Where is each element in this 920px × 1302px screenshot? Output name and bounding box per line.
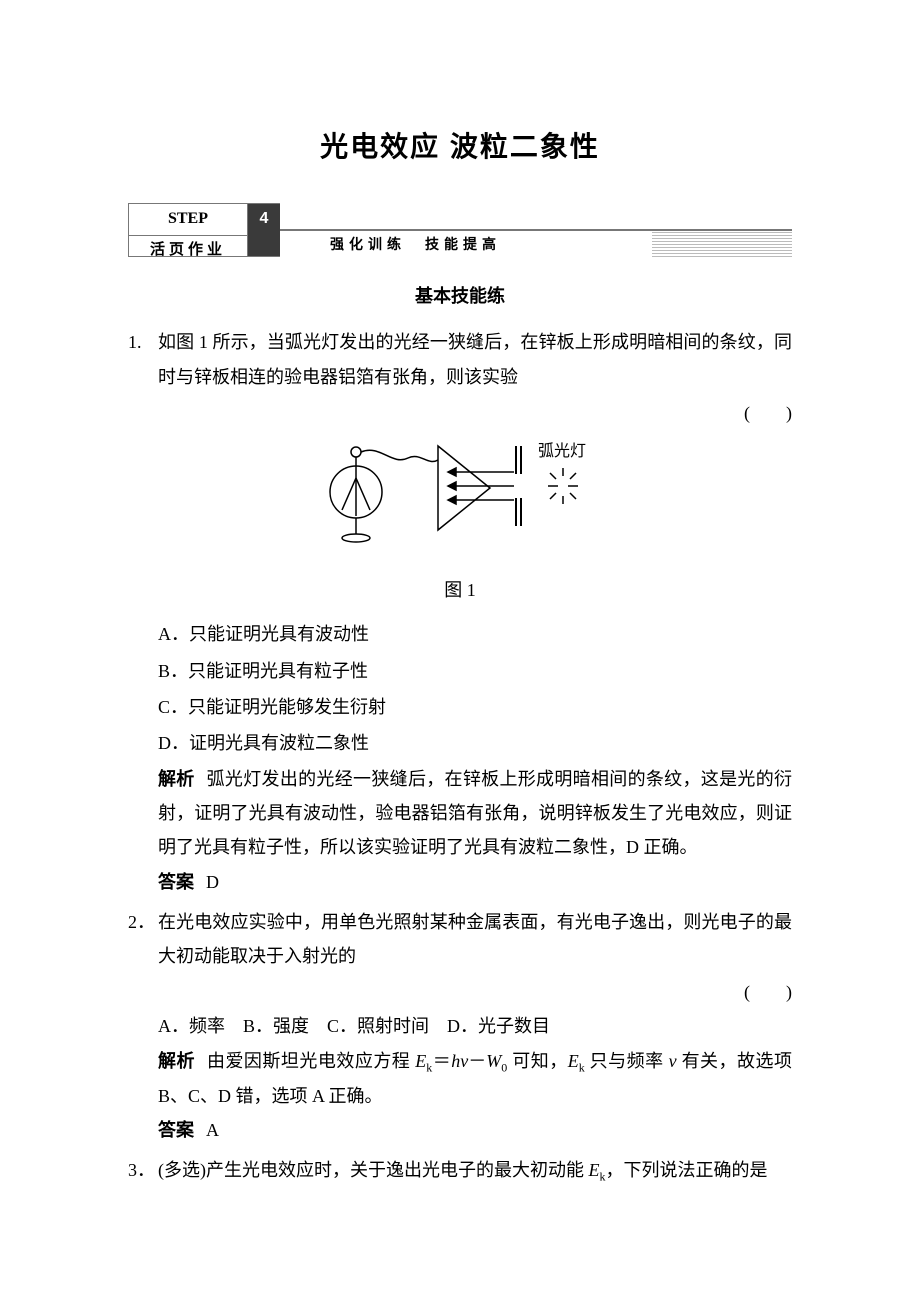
q1-paren: ( ) (128, 396, 792, 430)
banner-right (652, 203, 792, 257)
q1-explanation-text: 弧光灯发出的光经一狭缝后，在锌板上形成明暗相间的条纹，这是光的衍射，证明了光具有… (158, 769, 792, 857)
q2-answer-value: A (206, 1120, 219, 1140)
banner-right-top (652, 203, 792, 231)
eq-ek3: Ek (589, 1160, 606, 1180)
eq-ek2: Ek (568, 1051, 585, 1071)
q2-answer: 答案 A (158, 1113, 792, 1147)
step-banner: STEP 活页作业 4 强化训练 技能提高 (128, 203, 792, 257)
q2-options: A．频率 B．强度 C．照射时间 D．光子数目 (158, 1009, 792, 1043)
q1-figure: 弧光灯 (128, 438, 792, 569)
answer-label: 答案 (158, 872, 194, 892)
q1-stem: 如图 1 所示，当弧光灯发出的光经一狭缝后，在锌板上形成明暗相间的条纹，同时与锌… (158, 325, 792, 393)
q2-stem: 在光电效应实验中，用单色光照射某种金属表面，有光电子逸出，则光电子的最大初动能取… (158, 905, 792, 973)
q1-figure-caption: 图 1 (128, 573, 792, 607)
answer-label: 答案 (158, 1120, 194, 1140)
banner-num-fill (248, 235, 280, 257)
page-title: 光电效应 波粒二象性 (128, 120, 792, 173)
q1-opt-a: A．只能证明光具有波动性 (158, 617, 792, 651)
banner-left: STEP 活页作业 (128, 203, 248, 257)
q2-paren: ( ) (128, 975, 792, 1009)
q1-explanation: 解析弧光灯发出的光经一狭缝后，在锌板上形成明暗相间的条纹，这是光的衍射，证明了光… (158, 762, 792, 865)
q1-answer-value: D (206, 872, 219, 892)
q1-figure-svg: 弧光灯 (320, 438, 600, 558)
banner-right-pattern (652, 231, 792, 257)
arc-lamp-label: 弧光灯 (538, 442, 586, 460)
banner-step-sub: 活页作业 (129, 236, 247, 265)
q1-options: A．只能证明光具有波动性 B．只能证明光具有粒子性 C．只能证明光能够发生衍射 … (158, 617, 792, 760)
banner-step-label: STEP (129, 204, 247, 235)
eq-ek: Ek (415, 1051, 432, 1071)
q2-expl-pre: 由爱因斯坦光电效应方程 (207, 1051, 415, 1071)
section-heading: 基本技能练 (128, 279, 792, 313)
banner-mid-top (280, 203, 652, 230)
q3-stem-pre: (多选)产生光电效应时，关于逸出光电子的最大初动能 (158, 1160, 589, 1180)
q2-expl-mid: 可知， (507, 1051, 567, 1071)
q1-opt-c: C．只能证明光能够发生衍射 (158, 690, 792, 724)
q1-opt-d: D．证明光具有波粒二象性 (158, 726, 792, 760)
explanation-label: 解析 (158, 1051, 195, 1071)
question-2: 2． 在光电效应实验中，用单色光照射某种金属表面，有光电子逸出，则光电子的最大初… (128, 905, 792, 1148)
eq-minus: － (468, 1051, 486, 1071)
q1-opt-b: B．只能证明光具有粒子性 (158, 654, 792, 688)
eq-hnu: hν (451, 1051, 468, 1071)
question-1: 1. 如图 1 所示，当弧光灯发出的光经一狭缝后，在锌板上形成明暗相间的条纹，同… (128, 325, 792, 898)
question-3: 3． (多选)产生光电效应时，关于逸出光电子的最大初动能 Ek，下列说法正确的是 (128, 1153, 792, 1188)
q1-number: 1. (128, 325, 158, 393)
q2-expl-mid2: 只与频率 (585, 1051, 669, 1071)
q2-number: 2． (128, 905, 158, 973)
banner-num: 4 (248, 203, 280, 257)
explanation-label: 解析 (158, 769, 195, 789)
banner-mid: 强化训练 技能提高 (280, 203, 652, 257)
q3-number: 3． (128, 1153, 158, 1188)
q3-stem: (多选)产生光电效应时，关于逸出光电子的最大初动能 Ek，下列说法正确的是 (158, 1153, 792, 1188)
eq-w0: W0 (486, 1051, 507, 1071)
banner-mid-text: 强化训练 技能提高 (280, 231, 652, 258)
q2-explanation: 解析由爱因斯坦光电效应方程 Ek＝hν－W0 可知，Ek 只与频率 ν 有关，故… (158, 1044, 792, 1114)
banner-num-value: 4 (248, 204, 280, 234)
eq-nu: ν (669, 1051, 677, 1071)
q3-stem-post: ，下列说法正确的是 (606, 1160, 768, 1180)
q1-answer: 答案 D (158, 865, 792, 899)
eq-eq: ＝ (432, 1051, 451, 1071)
